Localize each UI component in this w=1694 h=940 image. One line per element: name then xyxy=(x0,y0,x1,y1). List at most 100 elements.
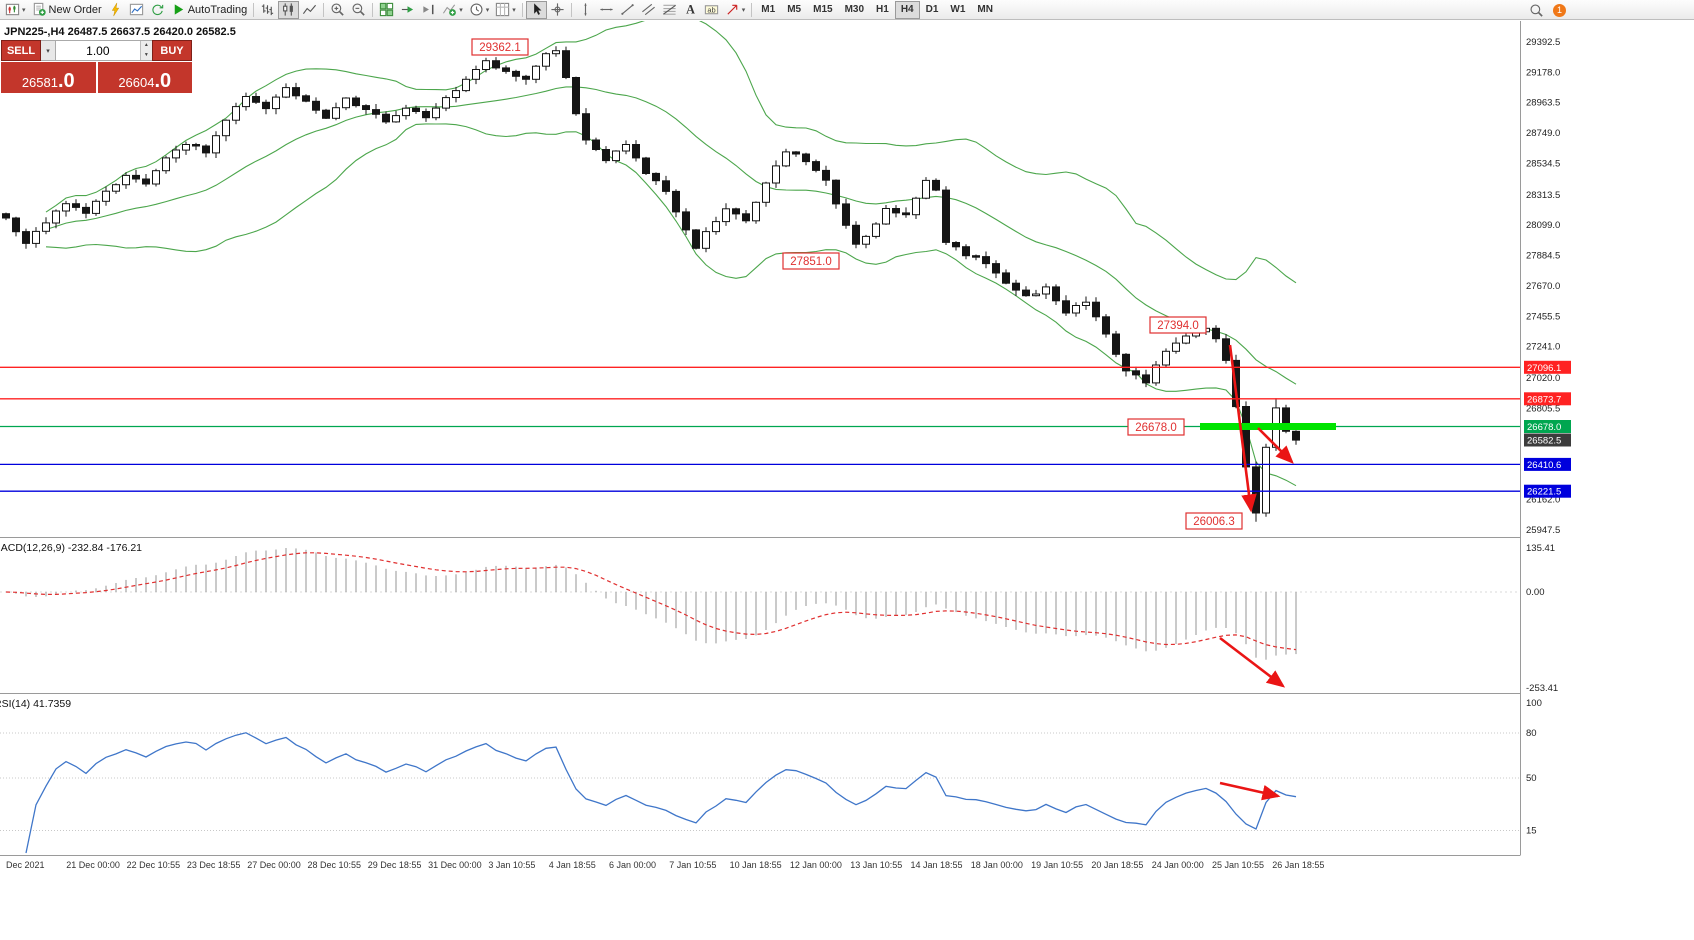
price-chart[interactable]: MACD(12,26,9) -232.84 -176.21 135.41 0.00 -… xyxy=(0,21,1694,940)
rsi-axis-tick: 50 xyxy=(1526,773,1537,784)
macd-axis-tick: -253.41 xyxy=(1526,683,1558,694)
chart-window[interactable]: MACD(12,26,9) -232.84 -176.21 135.41 0.00 -… xyxy=(0,21,1694,940)
tf-m5-button[interactable]: M5 xyxy=(781,1,807,19)
tf-mn-button[interactable]: MN xyxy=(971,1,999,19)
cursor-icon xyxy=(529,2,544,17)
tf-m30-button[interactable]: M30 xyxy=(839,1,870,19)
arrows-button[interactable]: ▾ xyxy=(722,1,749,19)
crosshair-button[interactable] xyxy=(547,1,568,19)
new-chart-button[interactable]: ▾ xyxy=(2,1,29,19)
price-badge-26221: 26221.5 xyxy=(1524,484,1571,498)
rsi-axis-tick: 80 xyxy=(1526,728,1537,739)
tf-h1-button[interactable]: H1 xyxy=(870,1,895,19)
volume-dropdown[interactable]: ▾ xyxy=(41,40,56,61)
data-window-button[interactable] xyxy=(126,1,147,19)
volume-input[interactable] xyxy=(56,41,140,60)
tf-w1-button[interactable]: W1 xyxy=(944,1,971,19)
macd-axis-tick: 0.00 xyxy=(1526,587,1545,598)
time-axis-label: 26 Jan 18:55 xyxy=(1272,860,1324,870)
line-chart-icon xyxy=(302,2,317,17)
refresh-button[interactable] xyxy=(147,1,168,19)
search-button[interactable] xyxy=(1526,1,1547,19)
price-callout[interactable]: 26678.0 xyxy=(1127,418,1185,436)
price-axis-tick: 28963.5 xyxy=(1526,98,1560,109)
trend-arrow[interactable] xyxy=(1219,781,1281,801)
sell-button[interactable]: SELL xyxy=(1,40,41,61)
trend-arrow[interactable] xyxy=(1228,344,1257,513)
support-zone-segment[interactable] xyxy=(1200,423,1336,430)
volume-decrease-button[interactable]: ▼ xyxy=(140,50,152,60)
notification-badge[interactable]: 1 xyxy=(1553,3,1566,17)
play-icon xyxy=(171,2,186,17)
svg-text:29362.1: 29362.1 xyxy=(479,42,521,54)
trend-arrow[interactable] xyxy=(1219,636,1286,688)
candlestick-chart-button[interactable] xyxy=(278,0,300,19)
tf-h4-button[interactable]: H4 xyxy=(894,0,920,19)
line-chart-button[interactable] xyxy=(299,1,320,19)
tf-m15-button[interactable]: M15 xyxy=(807,1,838,19)
search-icon xyxy=(1529,3,1544,18)
time-axis-label: 18 Jan 00:00 xyxy=(971,860,1023,870)
price-axis-tick: 28313.5 xyxy=(1526,190,1560,201)
price-callout[interactable]: 27394.0 xyxy=(1149,316,1207,334)
time-axis-label: 3 Jan 10:55 xyxy=(488,860,535,870)
svg-text:26582.5: 26582.5 xyxy=(1527,436,1561,447)
symbol-ohlc-label: JPN225-,H4 26487.5 26637.5 26420.0 26582… xyxy=(4,26,236,38)
buy-price-display[interactable]: 26604.0 xyxy=(97,62,192,93)
text-label-icon: ab xyxy=(704,2,719,17)
svg-text:ab: ab xyxy=(707,5,715,14)
bollinger-lower-band xyxy=(45,123,1297,487)
zoom-out-button[interactable] xyxy=(348,1,369,19)
trend-arrow[interactable] xyxy=(1257,427,1294,464)
autotrading-button[interactable]: AutoTrading xyxy=(168,1,251,19)
bollinger-middle-band xyxy=(45,86,1297,385)
text-button[interactable]: A xyxy=(680,1,701,19)
auto-scroll-icon xyxy=(400,2,415,17)
tf-m15-button-label: M15 xyxy=(813,4,833,15)
price-callout[interactable]: 26006.3 xyxy=(1185,512,1243,530)
price-badge-27096: 27096.1 xyxy=(1524,360,1571,374)
indicators-button[interactable]: ▾ xyxy=(439,1,466,19)
tf-d1-button[interactable]: D1 xyxy=(920,1,945,19)
zoom-in-button[interactable] xyxy=(327,1,348,19)
price-callout[interactable]: 27851.0 xyxy=(782,252,840,270)
rsi-axis-tick: 100 xyxy=(1526,698,1542,709)
buy-button[interactable]: BUY xyxy=(152,40,192,61)
chevron-down-icon: ▾ xyxy=(485,6,490,14)
bar-chart-button[interactable] xyxy=(257,1,278,19)
autotrading-button-label: AutoTrading xyxy=(187,3,248,16)
equidistant-channel-button[interactable] xyxy=(638,1,659,19)
price-axis-tick: 28534.5 xyxy=(1526,159,1560,170)
auto-scroll-button[interactable] xyxy=(397,1,418,19)
trendline-icon xyxy=(620,2,635,17)
volume-field: ▲ ▼ xyxy=(56,40,152,61)
tf-m1-button[interactable]: M1 xyxy=(755,1,781,19)
hline-icon xyxy=(599,2,614,17)
metaeditor-button[interactable] xyxy=(105,1,126,19)
price-axis-tick: 29392.5 xyxy=(1526,37,1560,48)
svg-text:26410.6: 26410.6 xyxy=(1527,460,1561,471)
time-axis-label: 25 Jan 10:55 xyxy=(1212,860,1264,870)
refresh-icon xyxy=(150,2,165,17)
cursor-button[interactable] xyxy=(525,0,547,19)
channel-icon xyxy=(641,2,656,17)
price-axis-tick: 27020.0 xyxy=(1526,373,1560,384)
volume-increase-button[interactable]: ▲ xyxy=(140,41,152,51)
templates-button[interactable]: ▾ xyxy=(492,1,519,19)
price-callout[interactable]: 29362.1 xyxy=(471,38,529,56)
text-label-button[interactable]: ab xyxy=(701,1,722,19)
horizontal-line-button[interactable] xyxy=(596,1,617,19)
fibonacci-button[interactable] xyxy=(659,1,680,19)
sell-price-display[interactable]: 26581.0 xyxy=(1,62,96,93)
new-order-button[interactable]: New Order xyxy=(29,1,105,19)
chevron-down-icon: ▾ xyxy=(512,6,516,14)
chart-window-icon xyxy=(5,2,20,17)
fibonacci-icon xyxy=(662,2,677,17)
periods-button[interactable]: ▾ xyxy=(466,1,493,19)
price-badge-26410: 26410.6 xyxy=(1524,457,1571,471)
chart-shift-button[interactable] xyxy=(418,1,439,19)
vertical-line-button[interactable] xyxy=(575,1,596,19)
tile-windows-button[interactable] xyxy=(376,1,397,19)
trendline-button[interactable] xyxy=(617,1,638,19)
